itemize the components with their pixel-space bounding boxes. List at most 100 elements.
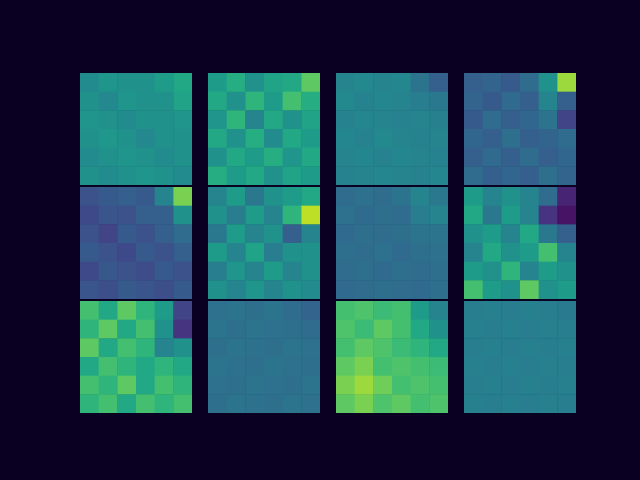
heatmap-cell: [539, 262, 558, 281]
heatmap-cell: [520, 224, 539, 243]
heatmap-cell: [557, 394, 576, 413]
heatmap-cell: [520, 92, 539, 111]
heatmap-cell: [355, 206, 374, 225]
heatmap-cell: [411, 338, 430, 357]
heatmap-cell: [208, 262, 227, 281]
heatmap-cell: [283, 73, 302, 92]
heatmap-cell: [283, 338, 302, 357]
heatmap-cell: [245, 129, 264, 148]
heatmap-cell: [355, 262, 374, 281]
heatmap-cell: [429, 187, 448, 206]
heatmap-cell: [264, 243, 283, 262]
heatmap-cell: [501, 376, 520, 395]
heatmap-cell: [155, 243, 174, 262]
heatmap-cell: [355, 243, 374, 262]
heatmap-cell: [373, 206, 392, 225]
heatmap-cell: [557, 148, 576, 167]
heatmap-cell: [301, 110, 320, 129]
heatmap-cell: [80, 129, 99, 148]
heatmap-cell: [264, 110, 283, 129]
heatmap-cell: [336, 301, 355, 320]
heatmap-cell: [283, 376, 302, 395]
heatmap-cell: [173, 187, 192, 206]
heatmap-cell: [227, 357, 246, 376]
heatmap-cell: [99, 376, 118, 395]
heatmap-cell: [99, 301, 118, 320]
heatmap-cell: [557, 280, 576, 299]
heatmap-cell: [392, 187, 411, 206]
heatmap-cell: [283, 301, 302, 320]
heatmap-cell: [264, 320, 283, 339]
heatmap-cell: [373, 280, 392, 299]
heatmap-cell: [136, 92, 155, 111]
heatmap-cell: [208, 92, 227, 111]
heatmap-cell: [283, 357, 302, 376]
heatmap-cell: [117, 320, 136, 339]
heatmap-cell: [264, 224, 283, 243]
heatmap-cell: [501, 148, 520, 167]
heatmap-cell: [245, 301, 264, 320]
heatmap-cell: [99, 148, 118, 167]
heatmap-cell: [464, 320, 483, 339]
heatmap-cell: [227, 280, 246, 299]
heatmap-cell: [411, 224, 430, 243]
heatmap-cells: [208, 187, 320, 299]
heatmap-cell: [355, 224, 374, 243]
heatmap-cell: [117, 206, 136, 225]
heatmap-cell: [373, 166, 392, 185]
heatmap-cell: [117, 394, 136, 413]
heatmap-cell: [483, 320, 502, 339]
heatmap-cell: [557, 110, 576, 129]
heatmap-cell: [208, 166, 227, 185]
heatmap-cell: [336, 338, 355, 357]
heatmap-cell: [429, 148, 448, 167]
heatmap-cell: [155, 357, 174, 376]
heatmap-cell: [136, 148, 155, 167]
heatmap-cell: [539, 224, 558, 243]
panel: [464, 187, 577, 300]
heatmap-cell: [173, 129, 192, 148]
panel: [80, 187, 193, 300]
heatmap-cell: [117, 280, 136, 299]
heatmap-cell: [155, 224, 174, 243]
heatmap-cell: [173, 166, 192, 185]
heatmap-cell: [501, 394, 520, 413]
heatmap-cell: [557, 224, 576, 243]
heatmap-cell: [136, 110, 155, 129]
heatmap-cell: [117, 224, 136, 243]
heatmap-cell: [429, 73, 448, 92]
heatmap-cell: [501, 338, 520, 357]
heatmap-cell: [483, 187, 502, 206]
heatmap-cell: [355, 129, 374, 148]
heatmap-cell: [336, 394, 355, 413]
heatmap-cell: [520, 262, 539, 281]
heatmap-cell: [245, 338, 264, 357]
heatmap-cell: [483, 129, 502, 148]
heatmap-cell: [208, 148, 227, 167]
heatmap-cell: [464, 187, 483, 206]
heatmap-cell: [557, 129, 576, 148]
heatmap-cell: [501, 262, 520, 281]
heatmap-cell: [117, 357, 136, 376]
heatmap-cell: [392, 73, 411, 92]
heatmap-cell: [80, 73, 99, 92]
heatmap-cell: [245, 73, 264, 92]
heatmap-cell: [80, 224, 99, 243]
heatmap-cell: [245, 166, 264, 185]
heatmap-cell: [483, 206, 502, 225]
panel: [336, 187, 449, 300]
heatmap-cell: [227, 301, 246, 320]
heatmap-cell: [283, 206, 302, 225]
heatmap-cell: [80, 262, 99, 281]
heatmap-cell: [301, 129, 320, 148]
heatmap-cell: [392, 320, 411, 339]
heatmap-cell: [355, 148, 374, 167]
heatmap-cell: [301, 301, 320, 320]
heatmap-cell: [520, 394, 539, 413]
heatmap-cell: [464, 110, 483, 129]
heatmap-cell: [80, 148, 99, 167]
heatmap-cell: [539, 187, 558, 206]
heatmap-cell: [355, 320, 374, 339]
heatmap-cell: [245, 110, 264, 129]
heatmap-cell: [227, 243, 246, 262]
